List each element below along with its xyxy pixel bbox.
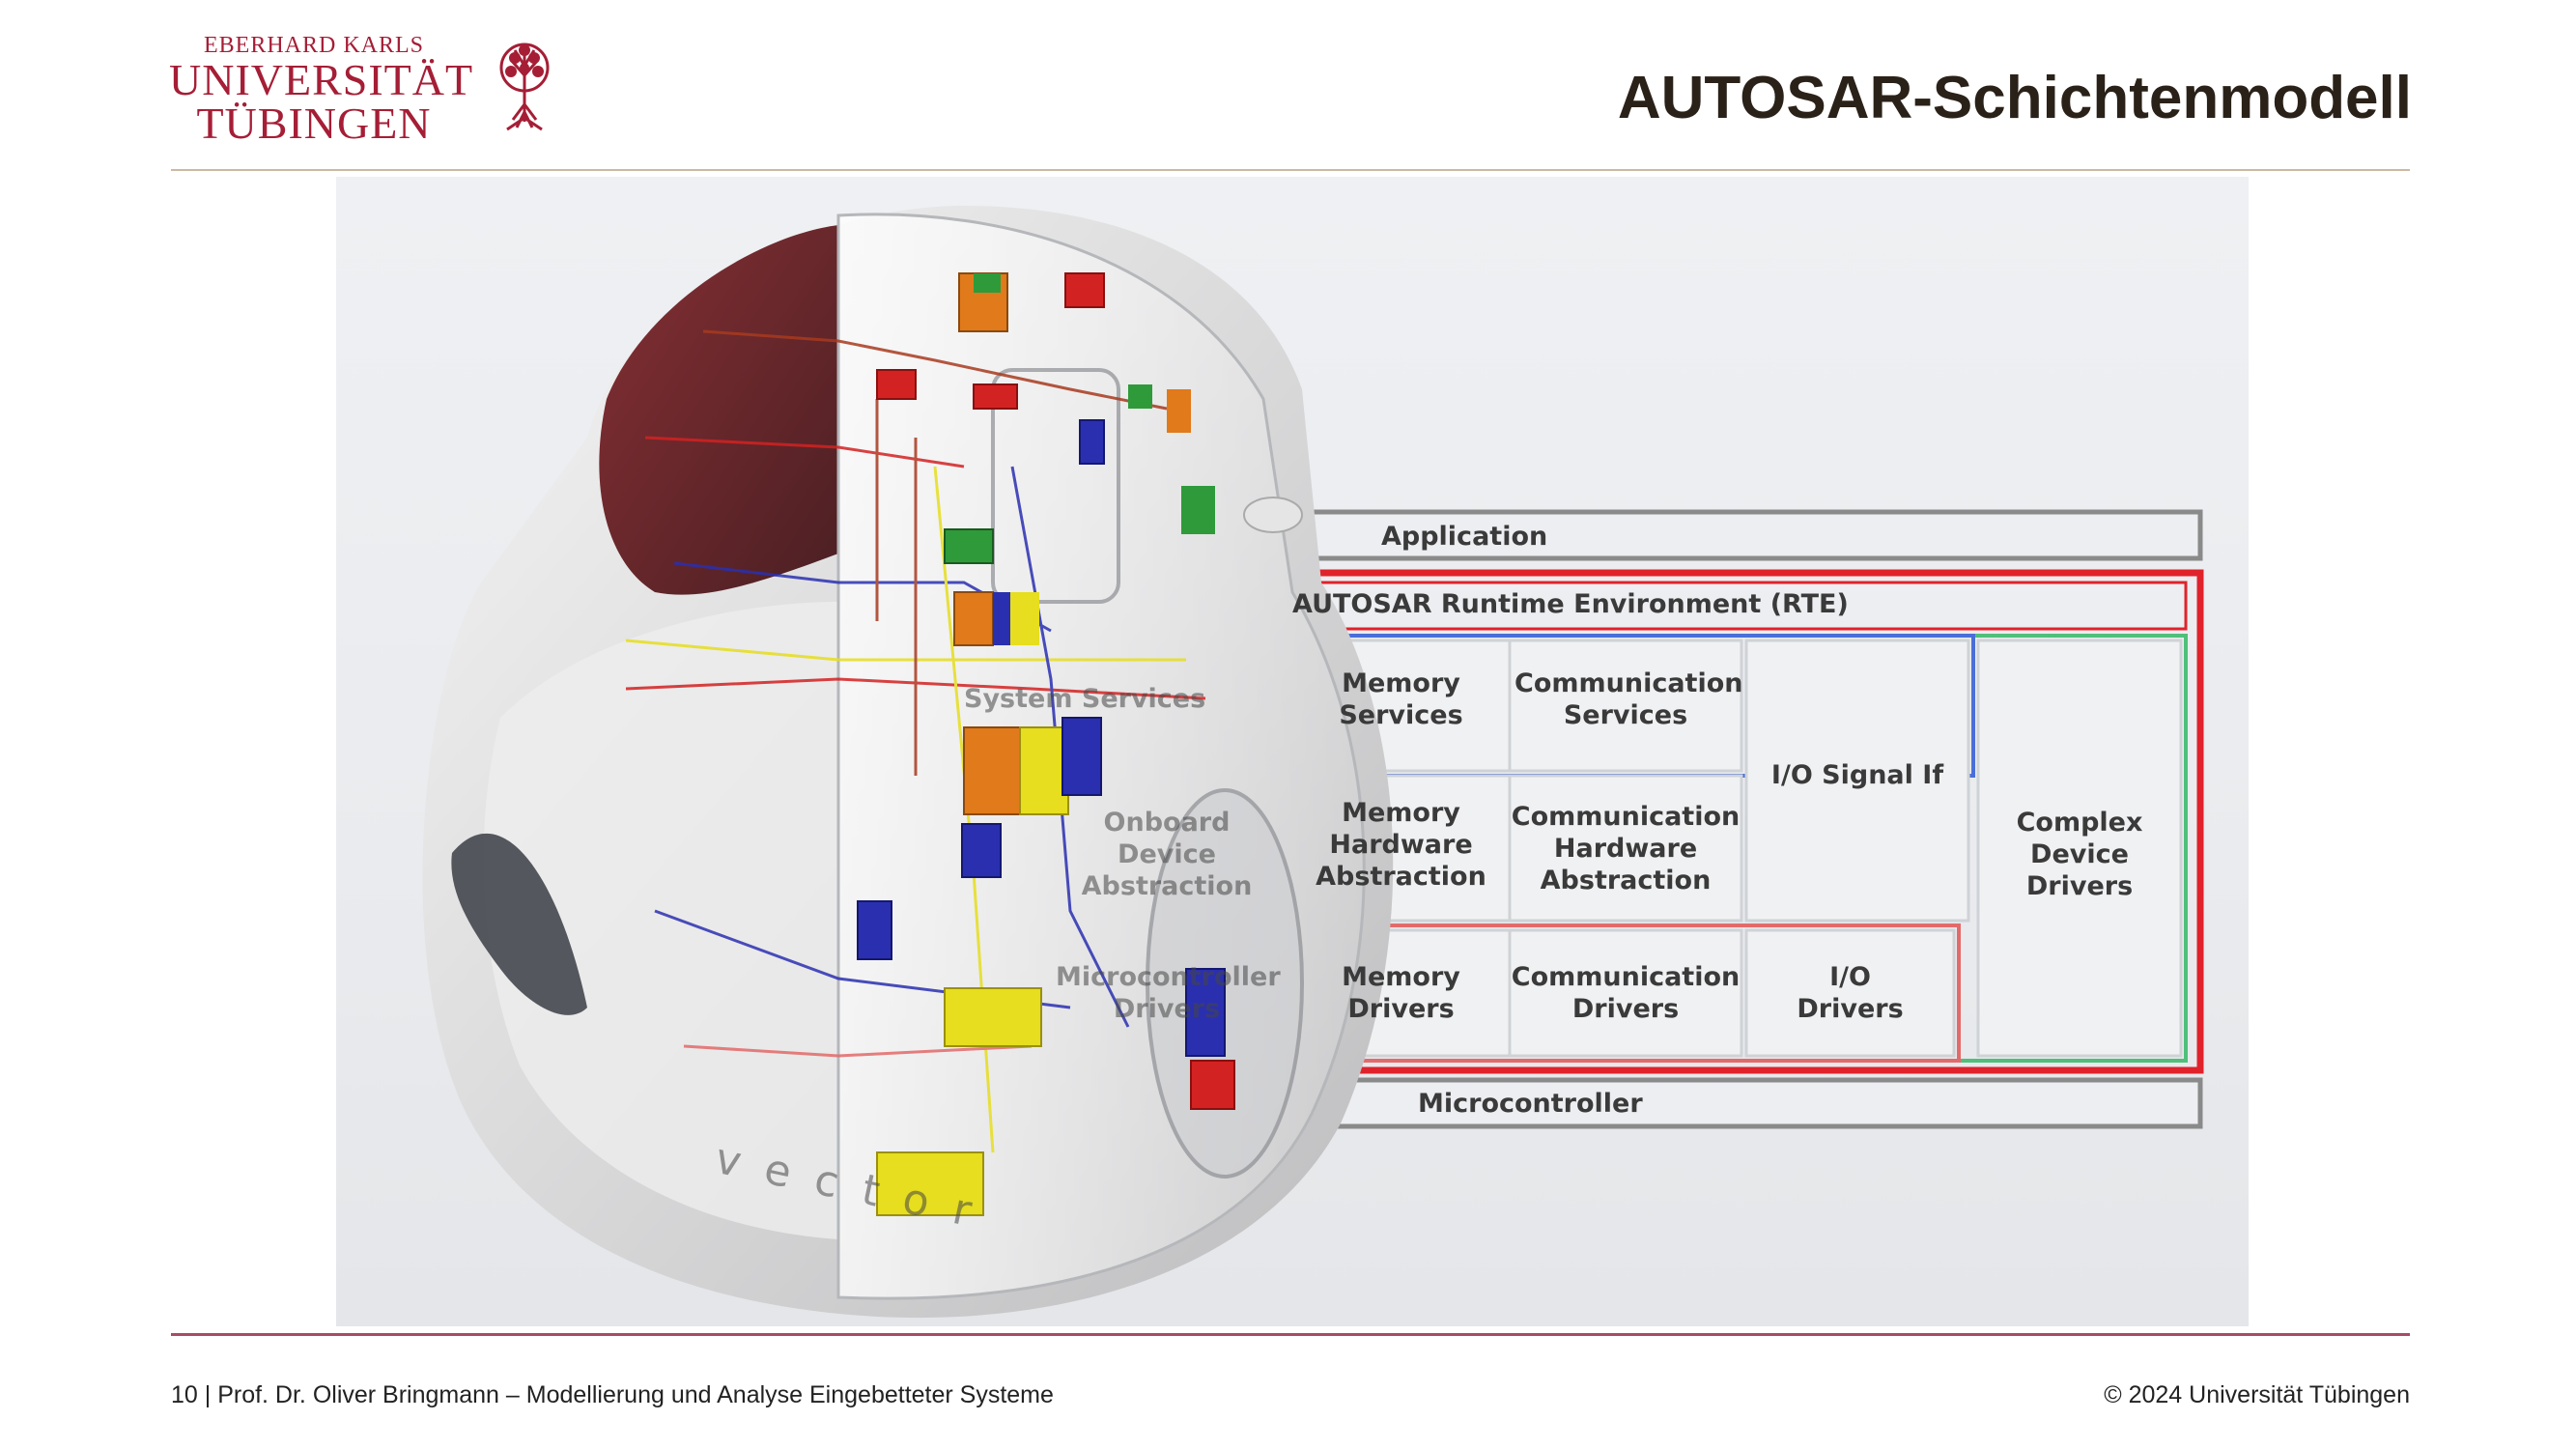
onboard-device-abstraction-label: Onboard Device Abstraction — [1081, 808, 1253, 901]
application-layer-box — [1231, 509, 2203, 561]
logo-line-3: TÜBINGEN — [196, 99, 432, 148]
car-and-layer-diagram — [422, 206, 2204, 1319]
communication-drivers-label: Communication Drivers — [1511, 962, 1741, 1024]
system-services-label: System Services — [964, 684, 1206, 714]
logo-wordmark: EBERHARD KARLS UNIVERSITÄT TÜBINGEN — [169, 33, 474, 148]
application-label: Application — [1381, 522, 1548, 552]
memory-services-label: Memory Services — [1339, 668, 1463, 730]
complex-device-drivers-label: Complex Device Drivers — [2016, 808, 2143, 901]
headlight — [451, 833, 587, 1015]
communication-services-label: Communication Services — [1514, 668, 1743, 730]
memory-hardware-abstraction-label: Memory Hardware Abstraction — [1316, 798, 1486, 892]
io-signal-if-label: I/O Signal If — [1770, 760, 1944, 790]
university-logo: EBERHARD KARLS UNIVERSITÄT TÜBINGEN — [169, 33, 575, 146]
footer-slide-info: 10 | Prof. Dr. Oliver Bringmann – Modell… — [171, 1381, 1054, 1408]
layer-frames — [861, 509, 2204, 1129]
rte-label: AUTOSAR Runtime Environment (RTE) — [1292, 589, 1849, 619]
microcontroller-drivers-label: Microcontroller Drivers — [1056, 962, 1281, 1024]
communication-hardware-abstraction-label: Communication Hardware Abstraction — [1511, 802, 1741, 895]
memory-drivers-label: Memory Drivers — [1342, 962, 1460, 1024]
ecu-boxes — [857, 272, 1235, 1216]
microcontroller-layer-box — [1231, 1077, 2203, 1129]
car-illustration — [422, 206, 1394, 1319]
footer-copyright: © 2024 Universität Tübingen — [2104, 1381, 2410, 1408]
footer-divider — [171, 1333, 2410, 1336]
tree-emblem-icon — [499, 43, 550, 131]
slide-title: AUTOSAR-Schichtenmodell — [1617, 65, 2412, 131]
io-drivers-label: I/O Drivers — [1797, 962, 1904, 1024]
logo-line-1: EBERHARD KARLS — [203, 33, 425, 58]
autosar-layer-figure: Application AUTOSAR Runtime Environment … — [336, 177, 2249, 1326]
logo-line-2: UNIVERSITÄT — [169, 55, 474, 104]
header-divider — [171, 169, 2410, 171]
rte-layer-box — [1232, 581, 2188, 631]
microcontroller-label: Microcontroller — [1418, 1089, 1643, 1119]
car-windshield — [599, 225, 838, 595]
